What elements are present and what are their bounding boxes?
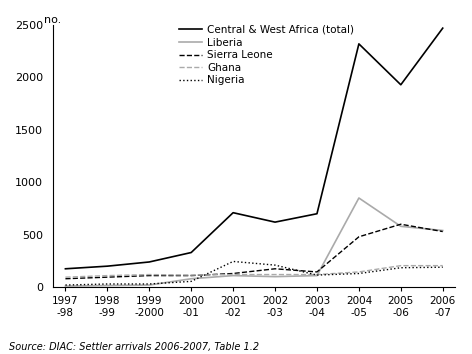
Sierra Leone: [230, 272, 236, 276]
Sierra Leone: [146, 274, 152, 278]
Sierra Leone: [314, 270, 320, 274]
Liberia: [188, 276, 194, 281]
Sierra Leone: [63, 276, 68, 281]
Nigeria: [63, 283, 68, 287]
Ghana: [440, 263, 446, 268]
Line: Liberia: Liberia: [66, 198, 443, 286]
Central & West Africa (total): [146, 260, 152, 264]
Ghana: [104, 274, 110, 278]
Nigeria: [104, 282, 110, 286]
Central & West Africa (total): [230, 211, 236, 215]
Nigeria: [398, 266, 404, 270]
Nigeria: [272, 263, 278, 267]
Liberia: [63, 284, 68, 288]
Ghana: [146, 273, 152, 277]
Nigeria: [356, 272, 362, 276]
Nigeria: [440, 265, 446, 269]
Central & West Africa (total): [356, 42, 362, 46]
Sierra Leone: [356, 235, 362, 239]
Line: Nigeria: Nigeria: [66, 262, 443, 285]
Central & West Africa (total): [104, 264, 110, 268]
Sierra Leone: [272, 267, 278, 271]
Text: no.: no.: [44, 15, 62, 25]
Central & West Africa (total): [398, 82, 404, 87]
Ghana: [356, 270, 362, 274]
Liberia: [314, 274, 320, 278]
Ghana: [272, 273, 278, 277]
Ghana: [63, 275, 68, 279]
Nigeria: [188, 279, 194, 284]
Line: Central & West Africa (total): Central & West Africa (total): [66, 28, 443, 269]
Liberia: [230, 274, 236, 278]
Liberia: [272, 274, 278, 279]
Central & West Africa (total): [272, 220, 278, 224]
Ghana: [188, 273, 194, 277]
Ghana: [314, 273, 320, 277]
Central & West Africa (total): [63, 267, 68, 271]
Liberia: [398, 224, 404, 228]
Line: Ghana: Ghana: [66, 266, 443, 277]
Nigeria: [230, 259, 236, 264]
Sierra Leone: [398, 222, 404, 226]
Central & West Africa (total): [314, 212, 320, 216]
Liberia: [146, 283, 152, 287]
Central & West Africa (total): [188, 250, 194, 255]
Legend: Central & West Africa (total), Liberia, Sierra Leone, Ghana, Nigeria: Central & West Africa (total), Liberia, …: [179, 25, 354, 85]
Nigeria: [146, 282, 152, 286]
Nigeria: [314, 273, 320, 277]
Liberia: [104, 284, 110, 288]
Central & West Africa (total): [440, 26, 446, 30]
Sierra Leone: [440, 229, 446, 234]
Liberia: [356, 196, 362, 200]
Sierra Leone: [104, 275, 110, 279]
Liberia: [440, 228, 446, 233]
Text: Source: DIAC: Settler arrivals 2006-2007, Table 1.2: Source: DIAC: Settler arrivals 2006-2007…: [9, 342, 260, 353]
Ghana: [398, 263, 404, 268]
Line: Sierra Leone: Sierra Leone: [66, 224, 443, 279]
Ghana: [230, 273, 236, 277]
Sierra Leone: [188, 274, 194, 278]
